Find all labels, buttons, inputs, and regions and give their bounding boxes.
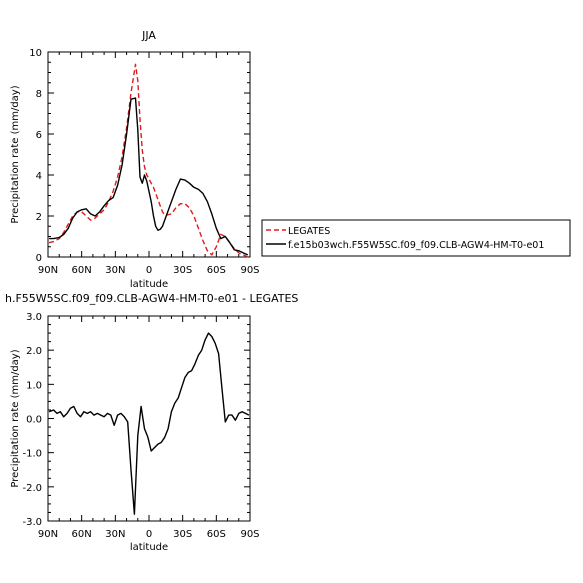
x-tick-label: 60N [72, 529, 92, 540]
x-tick-label: 30N [105, 529, 125, 540]
y-tick-label: 10 [29, 48, 42, 59]
chart-legend: LEGATES f.e15b03wch.F55W5SC.f09_f09.CLB-A… [261, 219, 571, 257]
x-tick-label: 30S [173, 529, 192, 540]
x-axis-label: latitude [130, 279, 168, 290]
series-line-0 [48, 63, 249, 258]
y-tick-label: 2 [36, 212, 42, 223]
y-tick-label: 3.0 [26, 312, 42, 323]
x-tick-label: 90S [240, 529, 259, 540]
y-tick-label: 4 [36, 171, 42, 182]
y-tick-label: 1.0 [26, 380, 42, 391]
x-tick-label: 60S [207, 529, 226, 540]
x-tick-label: 90S [240, 265, 259, 276]
series-line-1 [49, 97, 249, 256]
y-axis-label: Precipitation rate (mm/day) [10, 85, 21, 223]
y-tick-label: 0 [36, 253, 42, 264]
top-chart: JJA 90N 60N 30N 0 30S 60S 90S 0 2 4 6 8 10 latitude Pre… [10, 29, 571, 290]
y-tick-label: 0.0 [26, 415, 42, 426]
x-axis-label: latitude [130, 542, 168, 553]
legend-box [261, 219, 571, 257]
y-tick-label: 6 [36, 130, 42, 141]
x-tick-label: 60S [207, 265, 226, 276]
bottom-chart: h.F55W5SC.f09_f09.CLB-AGW4-HM-T0-e01 - L… [5, 292, 298, 553]
y-tick-label: -3.0 [22, 517, 42, 528]
y-tick-label: 8 [36, 89, 42, 100]
x-tick-label: 0 [146, 265, 152, 276]
series-line-0 [48, 332, 250, 515]
y-tick-label: -1.0 [22, 449, 42, 460]
x-tick-label: 30S [173, 265, 192, 276]
x-tick-label: 0 [146, 529, 152, 540]
y-tick-label: -2.0 [22, 483, 42, 494]
x-tick-label: 90N [38, 529, 58, 540]
plot-frame [47, 51, 251, 258]
legend-label: f.e15b03wch.F55W5SC.f09_f09.CLB-AGW4-HM-… [288, 240, 544, 251]
x-tick-label: 60N [72, 265, 92, 276]
y-tick-label: 2.0 [26, 346, 42, 357]
x-tick-label: 90N [38, 265, 58, 276]
legend-label: LEGATES [288, 226, 330, 237]
chart-title: JJA [141, 29, 156, 42]
plot-frame [47, 315, 251, 522]
y-axis-label: Precipitation rate (mm/day) [10, 349, 21, 487]
x-tick-label: 30N [105, 265, 125, 276]
chart-title: h.F55W5SC.f09_f09.CLB-AGW4-HM-T0-e01 - L… [5, 292, 298, 305]
